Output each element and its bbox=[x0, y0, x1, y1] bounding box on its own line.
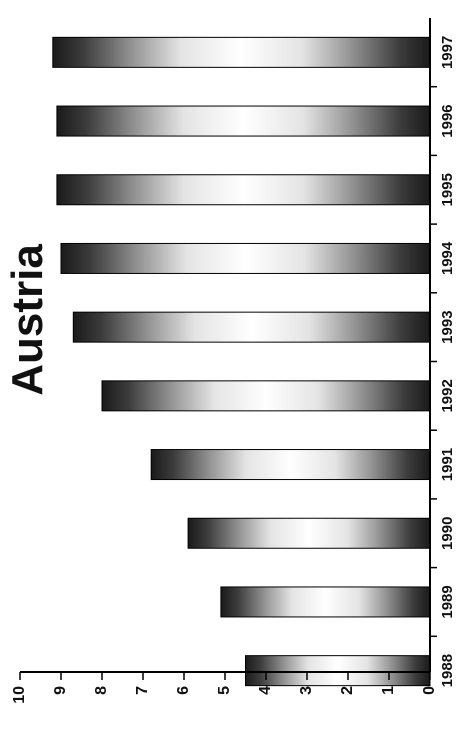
value-label-9: 9 bbox=[52, 686, 69, 695]
bar-1993 bbox=[72, 311, 431, 343]
category-label-1988: 1988 bbox=[439, 654, 456, 687]
bar-1994 bbox=[60, 242, 431, 274]
category-label-1995: 1995 bbox=[439, 173, 456, 206]
value-labels: 0 1 2 3 4 5 6 7 8 9 10 bbox=[11, 672, 438, 704]
value-label-5: 5 bbox=[216, 686, 233, 695]
category-label-1990: 1990 bbox=[439, 517, 456, 550]
chart-title: Austria bbox=[3, 244, 52, 396]
category-label-1996: 1996 bbox=[439, 104, 456, 137]
value-label-6: 6 bbox=[175, 686, 192, 695]
value-label-8: 8 bbox=[93, 686, 110, 695]
bar-1988 bbox=[245, 655, 431, 687]
category-label-1997: 1997 bbox=[439, 36, 456, 69]
bar-1996 bbox=[56, 105, 431, 137]
value-label-10: 10 bbox=[11, 686, 28, 704]
category-label-1993: 1993 bbox=[439, 310, 456, 343]
category-labels: 1988 1989 1990 1991 1992 1993 1994 1995 1996 1997 bbox=[430, 36, 456, 687]
category-label-1994: 1994 bbox=[439, 241, 456, 275]
value-label-0: 0 bbox=[421, 686, 438, 695]
value-label-1: 1 bbox=[380, 686, 397, 695]
bar-1997 bbox=[52, 36, 431, 68]
bar-1991 bbox=[150, 449, 431, 481]
value-label-2: 2 bbox=[339, 686, 356, 695]
category-label-1989: 1989 bbox=[439, 585, 456, 618]
value-label-3: 3 bbox=[298, 686, 315, 695]
bar-1989 bbox=[220, 586, 431, 618]
bar-1992 bbox=[101, 380, 431, 412]
category-label-1991: 1991 bbox=[439, 448, 456, 481]
value-label-7: 7 bbox=[134, 686, 151, 695]
bar-1995 bbox=[56, 174, 431, 206]
bar-1990 bbox=[187, 517, 431, 549]
value-label-4: 4 bbox=[257, 686, 274, 695]
category-label-1992: 1992 bbox=[439, 379, 456, 412]
bars bbox=[52, 36, 431, 687]
